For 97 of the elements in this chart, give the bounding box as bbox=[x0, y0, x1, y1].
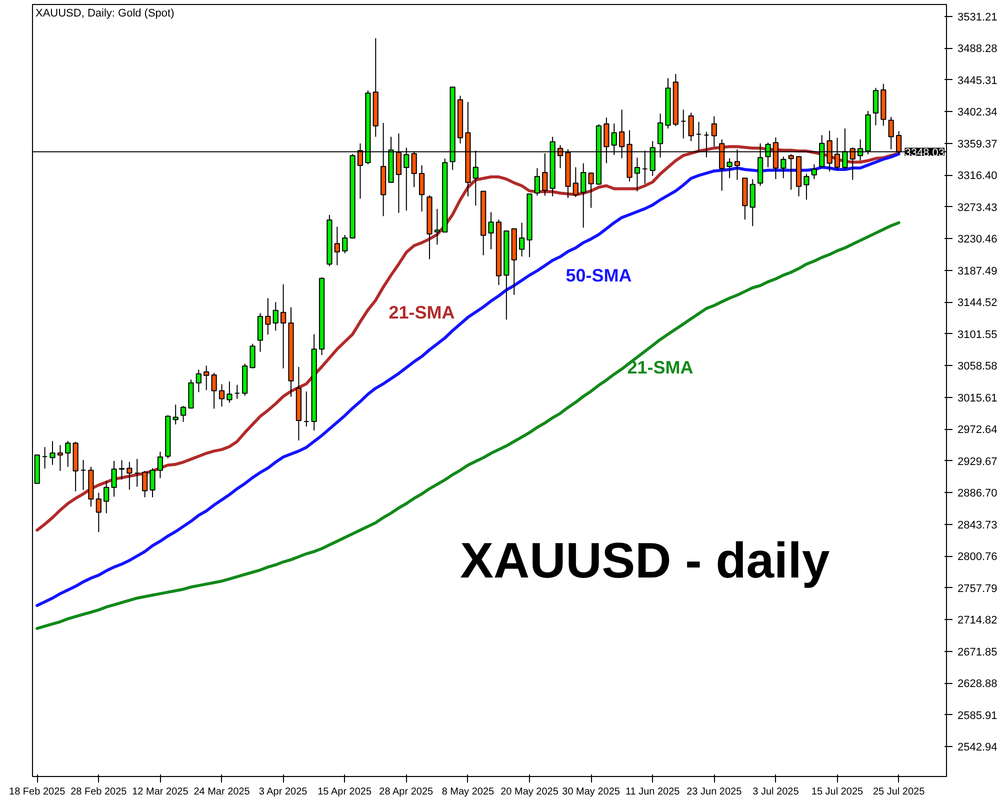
annotation: XAUUSD - daily bbox=[460, 532, 830, 588]
series-label: 50-SMA bbox=[566, 266, 632, 286]
candlestick bbox=[342, 234, 348, 254]
candlestick bbox=[888, 116, 894, 150]
y-tick-label: 2585.91 bbox=[958, 710, 998, 722]
y-tick-label: 2886.70 bbox=[958, 488, 998, 500]
candlestick bbox=[50, 440, 56, 466]
ref-line-label: 3348.03 bbox=[904, 146, 945, 159]
x-tick-label: 3 Apr 2025 bbox=[258, 786, 308, 798]
y-tick-label: 2542.94 bbox=[958, 742, 998, 754]
y-tick-label: 3144.52 bbox=[958, 297, 998, 310]
candlestick bbox=[711, 116, 717, 148]
candlestick bbox=[872, 87, 879, 126]
candlestick bbox=[65, 440, 71, 468]
candlestick bbox=[104, 480, 110, 514]
x-tick-label: 18 Feb 2025 bbox=[9, 786, 66, 798]
candlestick bbox=[180, 406, 186, 422]
candlestick bbox=[96, 492, 102, 533]
candlestick bbox=[580, 162, 586, 228]
y-tick-label: 3488.28 bbox=[958, 43, 998, 56]
x-tick-label: 23 Jun 2025 bbox=[686, 786, 742, 798]
y-tick-label: 2628.88 bbox=[958, 678, 998, 690]
y-tick-label: 2671.85 bbox=[958, 646, 998, 658]
candlestick bbox=[418, 164, 425, 212]
candlestick bbox=[750, 178, 756, 227]
candlestick bbox=[788, 154, 794, 190]
y-tick-label: 3402.34 bbox=[958, 106, 998, 119]
y-tick-label: 3273.43 bbox=[958, 202, 998, 214]
candlestick bbox=[204, 365, 210, 391]
candlestick bbox=[634, 157, 640, 192]
y-tick-label: 2757.79 bbox=[958, 582, 998, 595]
y-tick-label: 3359.37 bbox=[958, 138, 998, 150]
x-tick-label: 15 Apr 2025 bbox=[318, 786, 372, 798]
x-tick-label: 30 May 2025 bbox=[562, 786, 620, 798]
candlestick bbox=[218, 384, 225, 408]
candlestick bbox=[150, 468, 156, 498]
candlestick bbox=[488, 212, 494, 250]
candlestick bbox=[334, 226, 340, 266]
x-tick-label: 28 Feb 2025 bbox=[70, 786, 128, 798]
y-tick-label: 3101.55 bbox=[958, 328, 998, 341]
line-series bbox=[36, 221, 900, 630]
series-label: 21-SMA bbox=[388, 302, 455, 323]
candlestick bbox=[804, 173, 810, 200]
candlestick bbox=[257, 312, 264, 352]
candlestick bbox=[588, 172, 594, 208]
y-tick-label: 2972.64 bbox=[958, 424, 998, 436]
y-tick-label: 3187.49 bbox=[958, 265, 998, 278]
candlestick bbox=[688, 112, 694, 142]
x-tick-label: 28 Apr 2025 bbox=[379, 786, 434, 798]
candlestick bbox=[80, 459, 86, 490]
candlestick bbox=[680, 109, 686, 139]
y-tick-label: 3015.61 bbox=[958, 392, 998, 404]
candlestick bbox=[572, 166, 578, 198]
candlestick bbox=[142, 470, 148, 498]
x-tick-label: 12 Mar 2025 bbox=[132, 786, 189, 798]
candlestick bbox=[157, 451, 164, 479]
y-tick-label: 3445.31 bbox=[958, 74, 998, 87]
chart-title: XAUUSD, Daily: Gold (Spot) bbox=[36, 8, 174, 20]
x-tick-label: 15 Jul 2025 bbox=[811, 786, 864, 798]
candlestick bbox=[172, 404, 178, 425]
candlestick bbox=[250, 343, 256, 369]
candlestick bbox=[780, 156, 786, 179]
y-tick-label: 2843.73 bbox=[958, 519, 998, 532]
y-tick-label: 2929.67 bbox=[958, 456, 998, 468]
series-label: 21-SMA bbox=[627, 357, 694, 378]
candlestick bbox=[126, 461, 132, 490]
candlestick bbox=[534, 168, 540, 196]
candlestick bbox=[57, 444, 64, 472]
x-tick-label: 20 May 2025 bbox=[500, 786, 559, 798]
candlestick bbox=[134, 458, 140, 488]
candlestick bbox=[272, 302, 278, 332]
candlestick bbox=[265, 298, 271, 336]
candlestick bbox=[280, 284, 286, 369]
line-series bbox=[36, 152, 900, 608]
candlestick bbox=[234, 384, 240, 400]
x-tick-label: 8 May 2025 bbox=[442, 786, 495, 798]
candlestick bbox=[811, 164, 817, 180]
candlestick bbox=[726, 158, 732, 179]
y-tick-label: 3531.21 bbox=[958, 11, 998, 24]
candlestick bbox=[211, 372, 217, 410]
candlestick bbox=[304, 391, 310, 428]
x-tick-label: 3 Jul 2025 bbox=[752, 786, 800, 798]
candlestick bbox=[111, 460, 117, 498]
candlestick bbox=[196, 369, 202, 393]
y-tick-label: 3230.46 bbox=[958, 234, 998, 246]
x-tick-label: 25 Jul 2025 bbox=[872, 786, 926, 798]
y-tick-label: 2800.76 bbox=[958, 551, 998, 564]
x-tick-label: 11 Jun 2025 bbox=[625, 786, 680, 798]
candlestick bbox=[42, 446, 48, 470]
candlestick bbox=[118, 460, 125, 480]
candlestick bbox=[519, 222, 525, 257]
candlestick bbox=[226, 381, 232, 404]
y-tick-label: 3058.58 bbox=[958, 360, 998, 373]
x-tick-label: 24 Mar 2025 bbox=[194, 786, 250, 798]
candlestick bbox=[434, 208, 440, 246]
y-tick-label: 3316.40 bbox=[958, 170, 998, 182]
y-tick-label: 2714.82 bbox=[958, 614, 998, 627]
